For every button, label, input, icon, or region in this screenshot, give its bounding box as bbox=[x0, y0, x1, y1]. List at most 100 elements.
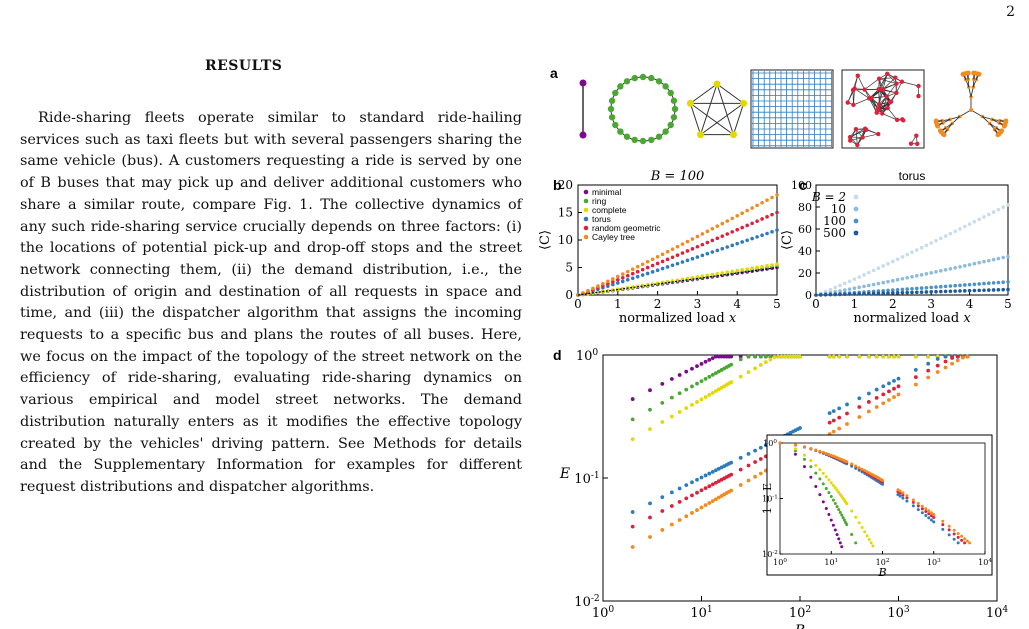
legend-label: torus bbox=[592, 214, 611, 224]
data-point bbox=[866, 391, 871, 396]
y-tick-label: 0 bbox=[565, 288, 573, 302]
data-point bbox=[919, 273, 924, 277]
data-point bbox=[1006, 280, 1010, 284]
data-point bbox=[738, 357, 743, 362]
inset-data-point bbox=[845, 460, 849, 464]
inset-data-point bbox=[857, 466, 861, 470]
data-point bbox=[660, 528, 665, 532]
data-point bbox=[695, 400, 699, 404]
inset-data-point bbox=[952, 532, 956, 536]
data-point bbox=[758, 363, 763, 367]
inset-data-point bbox=[924, 509, 928, 513]
data-point bbox=[887, 389, 891, 394]
data-point bbox=[760, 233, 764, 238]
panel-c-chart: torus 0 1 2 3 4 5 0 20 40 60 80 100 normalized load x… bbox=[780, 169, 1012, 326]
inset-data-point bbox=[841, 516, 845, 520]
data-point bbox=[929, 290, 933, 294]
inset-data-point bbox=[929, 511, 933, 515]
ring-node bbox=[667, 121, 674, 129]
y-axis-label: E bbox=[559, 466, 570, 482]
inset-data-point bbox=[802, 445, 806, 449]
data-point bbox=[896, 384, 901, 389]
data-point bbox=[900, 255, 905, 259]
inset-data-point bbox=[929, 514, 933, 518]
data-point bbox=[913, 382, 918, 387]
data-point bbox=[857, 285, 861, 290]
data-point bbox=[996, 207, 1001, 212]
data-point bbox=[596, 290, 600, 295]
data-point bbox=[987, 212, 991, 217]
data-point bbox=[910, 274, 914, 279]
inset-data-point bbox=[835, 533, 839, 537]
data-point bbox=[881, 354, 886, 359]
data-point bbox=[948, 289, 953, 294]
data-point bbox=[838, 283, 842, 288]
inset-data-point bbox=[845, 523, 849, 527]
data-point bbox=[763, 360, 768, 365]
data-point bbox=[765, 231, 769, 236]
data-point bbox=[926, 354, 931, 359]
data-point bbox=[716, 354, 721, 359]
rg-node bbox=[874, 110, 879, 115]
rg-node bbox=[908, 141, 914, 146]
data-point bbox=[684, 406, 689, 411]
inset-data-point bbox=[905, 496, 909, 500]
inset-data-point bbox=[814, 484, 818, 488]
rg-node bbox=[878, 87, 883, 92]
cayley-node bbox=[995, 132, 1001, 138]
data-point bbox=[950, 361, 954, 366]
complete-edge bbox=[732, 103, 745, 135]
inset-data-point bbox=[802, 453, 806, 457]
data-point bbox=[699, 379, 704, 384]
data-point bbox=[720, 234, 725, 238]
data-point bbox=[753, 448, 757, 453]
rg-node bbox=[862, 87, 867, 92]
data-point bbox=[750, 221, 754, 226]
data-point bbox=[730, 230, 735, 234]
data-point bbox=[852, 286, 857, 291]
ring-node bbox=[623, 133, 631, 140]
panel-a-networks bbox=[579, 69, 1009, 149]
data-point bbox=[958, 227, 962, 231]
data-point bbox=[660, 259, 665, 264]
data-point bbox=[716, 387, 721, 392]
data-point bbox=[596, 284, 600, 288]
data-point bbox=[716, 369, 721, 374]
data-point bbox=[601, 281, 605, 286]
data-point bbox=[710, 238, 715, 243]
data-point bbox=[695, 244, 700, 249]
inset-data-point bbox=[960, 534, 964, 538]
data-point bbox=[770, 230, 774, 234]
data-point bbox=[827, 411, 832, 416]
data-point bbox=[729, 472, 734, 477]
x-tick-label: 0 bbox=[812, 297, 820, 311]
x-tick-label: 4 bbox=[966, 297, 974, 311]
panel-label-b: b bbox=[553, 177, 562, 193]
rg-edge bbox=[879, 77, 896, 80]
data-point bbox=[655, 268, 660, 273]
data-point bbox=[684, 483, 689, 488]
data-point bbox=[886, 291, 890, 295]
data-point bbox=[713, 497, 718, 502]
data-point bbox=[915, 274, 919, 278]
data-point bbox=[753, 366, 757, 371]
rg-edge bbox=[854, 75, 859, 89]
data-point bbox=[982, 281, 986, 286]
data-point bbox=[935, 370, 940, 374]
data-point bbox=[740, 225, 744, 230]
data-point bbox=[982, 215, 986, 219]
inset-data-point bbox=[829, 481, 833, 485]
data-point bbox=[857, 292, 861, 296]
inset-data-point bbox=[837, 490, 841, 494]
inset-data-point bbox=[809, 475, 813, 479]
data-point bbox=[798, 426, 802, 430]
data-point bbox=[958, 289, 962, 293]
data-point bbox=[837, 415, 842, 420]
data-point bbox=[991, 288, 996, 292]
data-point bbox=[891, 291, 895, 295]
cayley-edge bbox=[959, 109, 972, 117]
inset-data-point bbox=[833, 486, 837, 490]
data-point bbox=[645, 265, 650, 270]
data-point bbox=[746, 452, 751, 456]
